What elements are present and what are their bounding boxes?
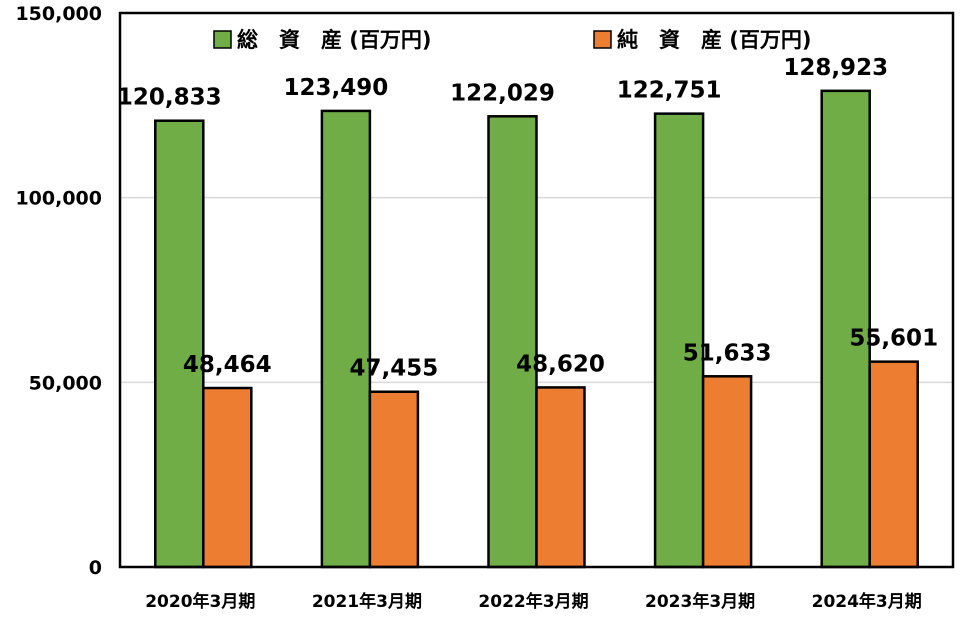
- data-label: 122,751: [617, 78, 722, 104]
- x-category-label: 2024年3月期: [812, 591, 922, 612]
- plot-frame: [118, 11, 955, 569]
- y-tick-label: 0: [89, 557, 102, 579]
- legend-swatch: [593, 30, 612, 49]
- bar-total-assets: [487, 115, 538, 569]
- data-label: 48,464: [183, 352, 272, 378]
- legend: 総 資 産 (百万円) 純 資 産 (百万円): [213, 28, 812, 52]
- bar-total-assets: [820, 89, 871, 569]
- data-label: 47,455: [350, 356, 439, 382]
- bar-net-assets: [701, 375, 753, 569]
- legend-label: 総 資 産 (百万円): [237, 28, 432, 52]
- data-label: 122,029: [450, 80, 555, 106]
- data-label: 55,601: [849, 326, 938, 352]
- data-label: 51,633: [683, 340, 772, 366]
- x-category-label: 2021年3月期: [312, 591, 422, 612]
- legend-swatch: [213, 30, 232, 49]
- bar-net-assets: [868, 360, 919, 569]
- x-axis-category-labels: 2020年3月期 2021年3月期 2022年3月期 2023年3月期 2024年3月期: [145, 591, 922, 612]
- data-label: 120,833: [117, 85, 222, 111]
- y-tick-label: 150,000: [15, 3, 102, 25]
- data-label: 128,923: [783, 55, 888, 81]
- x-category-label: 2022年3月期: [478, 591, 588, 612]
- bar-net-assets: [368, 390, 420, 569]
- legend-label: 純 資 産 (百万円): [617, 28, 812, 52]
- bar-net-assets: [202, 386, 253, 569]
- data-labels: 120,833 48,464 123,490 47,455 122,029 48,620 1…: [117, 55, 938, 382]
- bar-total-assets: [653, 112, 705, 569]
- y-tick-label: 50,000: [29, 372, 102, 394]
- data-label: 48,620: [516, 351, 605, 377]
- data-label: 123,490: [284, 75, 389, 101]
- bar-net-assets: [535, 386, 586, 569]
- bars-group: [154, 89, 919, 569]
- bar-total-assets: [320, 109, 372, 569]
- y-tick-label: 100,000: [15, 188, 102, 210]
- x-category-label: 2020年3月期: [145, 591, 255, 612]
- x-category-label: 2023年3月期: [645, 591, 755, 612]
- y-axis-tick-labels: 0 50,000 100,000 150,000: [15, 3, 102, 579]
- bar-total-assets: [154, 119, 205, 569]
